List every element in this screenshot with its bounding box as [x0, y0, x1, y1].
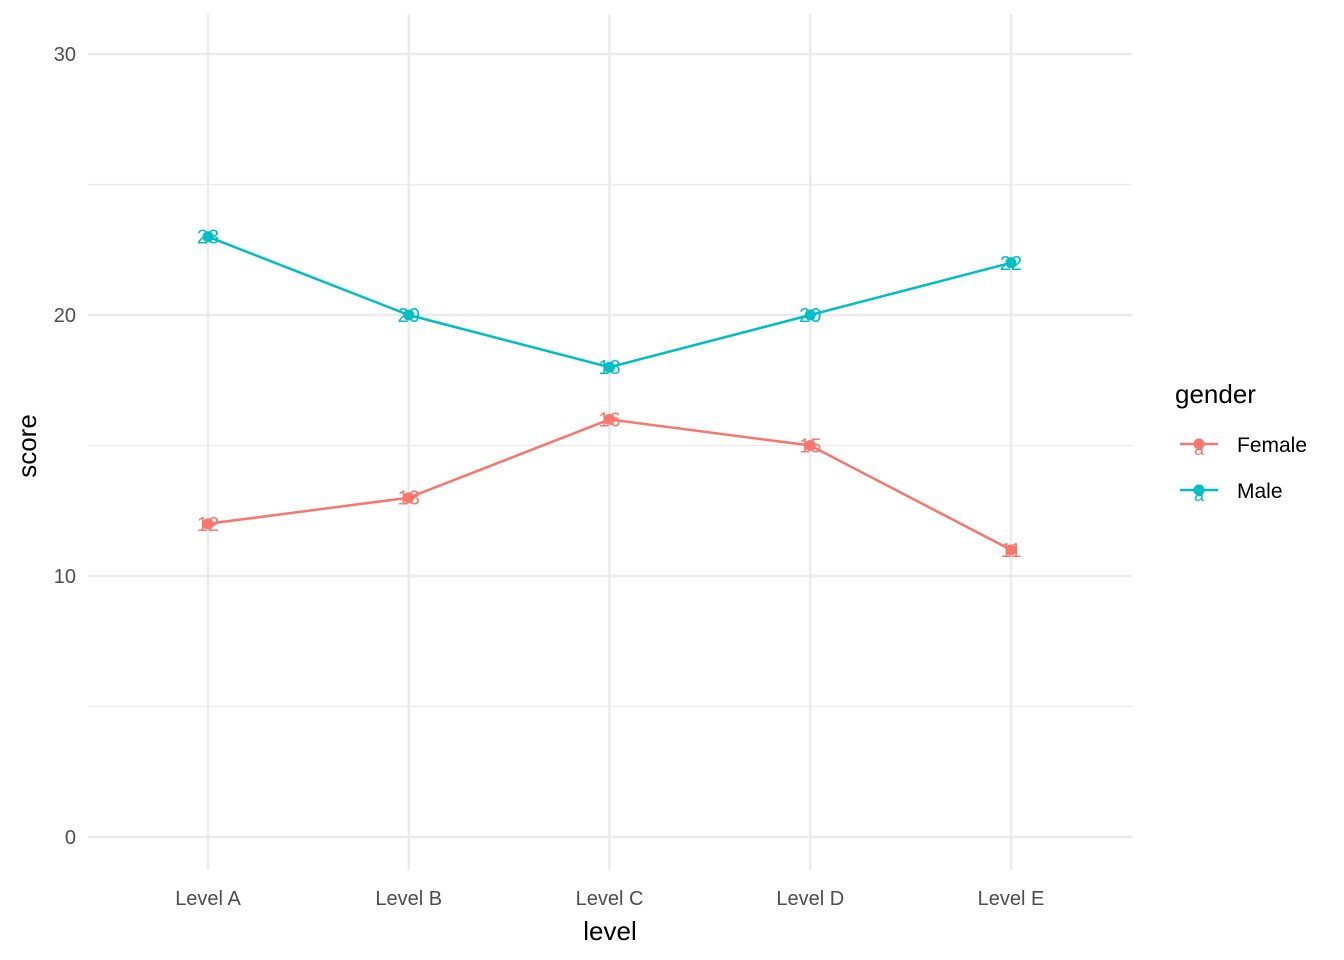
x-tick-label: Level D — [776, 888, 844, 910]
data-point — [403, 492, 415, 504]
legend: gender a Female a Male — [1175, 379, 1307, 505]
data-point — [604, 361, 615, 373]
y-tick-label: 30 — [54, 44, 76, 66]
x-axis-ticks: Level A Level B Level C Level D Level E — [175, 888, 1044, 910]
data-label: 13 — [398, 488, 420, 510]
data-point — [202, 231, 214, 243]
data-label: 16 — [598, 409, 620, 431]
x-tick-label: Level E — [978, 888, 1045, 910]
data-label: 23 — [197, 227, 219, 249]
legend-items: a Female a Male — [1180, 434, 1307, 505]
data-label: 18 — [598, 357, 620, 379]
data-point — [202, 518, 214, 530]
legend-key-glyph: a — [1194, 485, 1205, 505]
x-tick-label: Level A — [175, 888, 241, 910]
data-label: 20 — [398, 305, 420, 327]
y-tick-label: 10 — [54, 566, 76, 588]
series-points — [202, 231, 1017, 556]
legend-label: Male — [1237, 480, 1283, 503]
y-axis-title: score — [12, 414, 42, 478]
data-label: 22 — [1000, 253, 1022, 275]
x-tick-label: Level B — [375, 888, 442, 910]
legend-key-point — [1193, 484, 1205, 496]
data-point — [804, 309, 816, 321]
data-point — [403, 309, 415, 321]
legend-key-glyph: a — [1194, 439, 1205, 459]
legend-item-male: a Male — [1180, 480, 1283, 505]
data-point — [804, 440, 816, 451]
x-axis-title: level — [583, 916, 636, 946]
legend-item-female: a Female — [1180, 434, 1307, 459]
y-tick-label: 20 — [54, 305, 76, 327]
data-point — [1005, 257, 1017, 269]
data-label: 12 — [197, 514, 219, 536]
y-axis-ticks: 0 10 20 30 — [54, 44, 76, 849]
data-label: 20 — [799, 305, 821, 327]
series-data-labels: 12 13 16 15 11 23 20 18 20 22 — [197, 227, 1022, 562]
data-label: 15 — [799, 436, 821, 458]
data-point — [604, 413, 615, 425]
legend-label: Female — [1237, 434, 1307, 457]
y-tick-label: 0 — [65, 827, 76, 849]
major-gridlines — [88, 14, 1132, 870]
legend-title: gender — [1175, 379, 1256, 409]
data-point — [1005, 544, 1017, 556]
data-label: 11 — [1001, 540, 1022, 562]
x-tick-label: Level C — [576, 888, 644, 910]
legend-key-point — [1193, 438, 1205, 450]
